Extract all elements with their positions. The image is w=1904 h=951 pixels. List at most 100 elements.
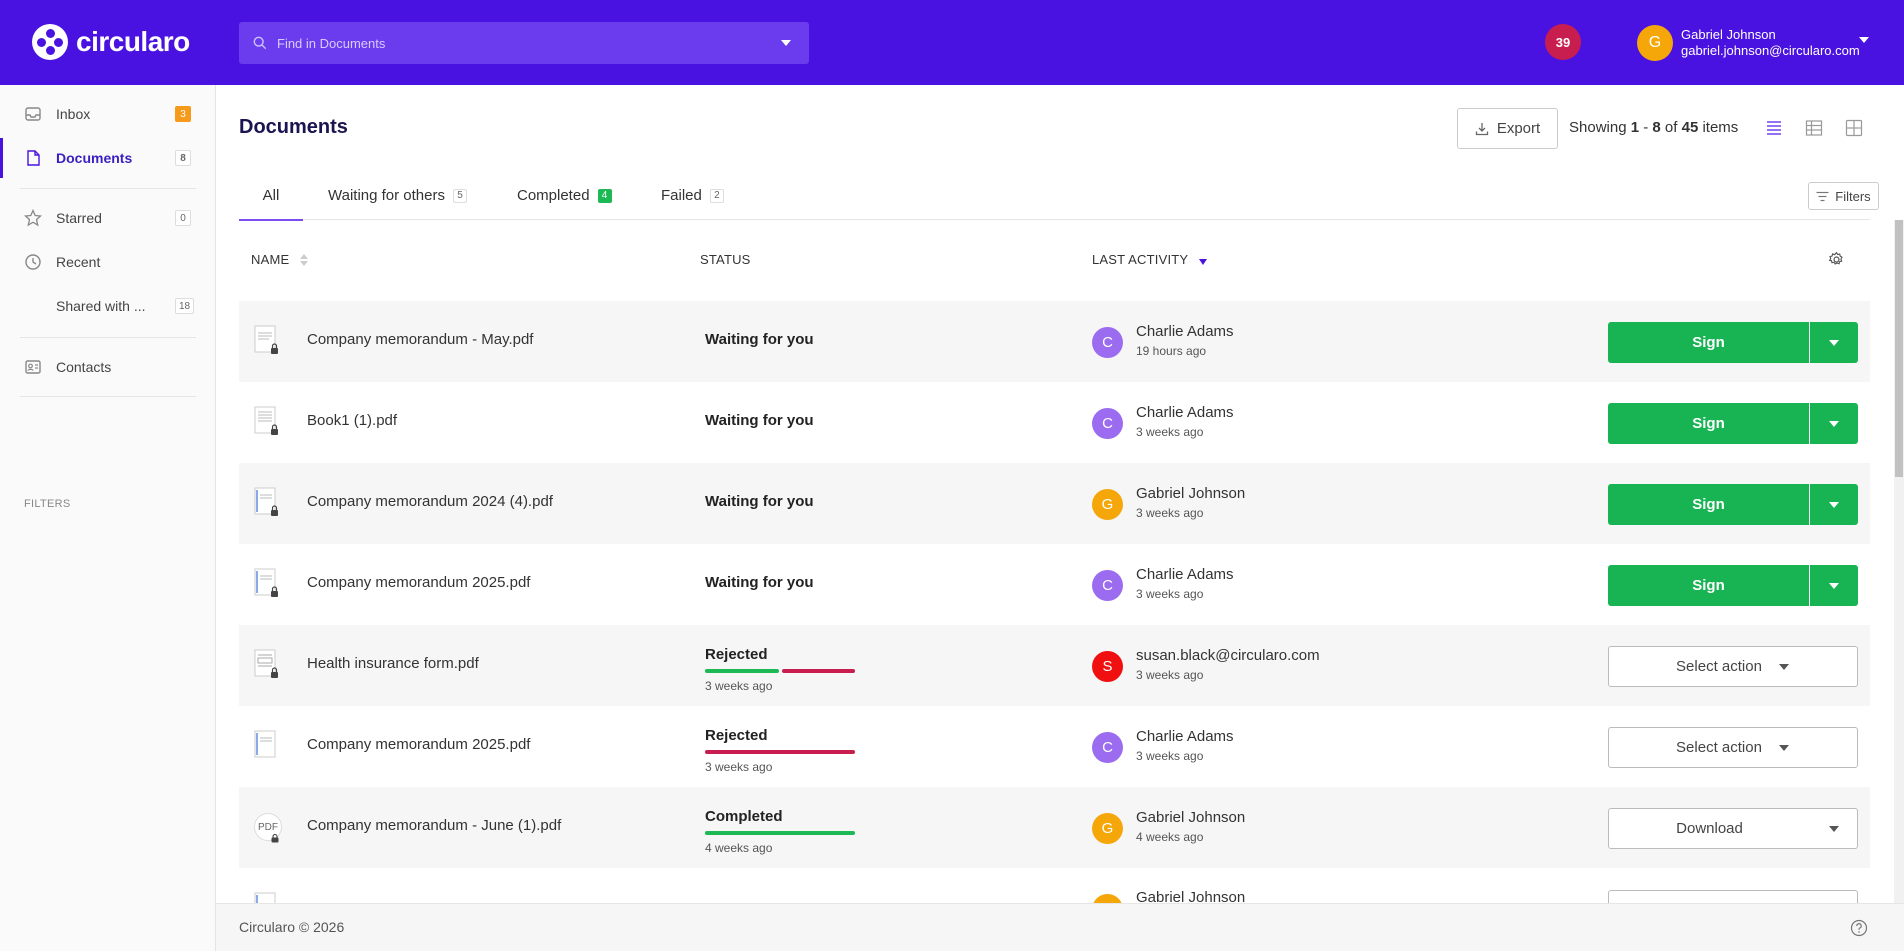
tab-all[interactable]: All [239,172,303,221]
caret-down-icon [1778,663,1789,670]
sign-options-button[interactable] [1810,484,1858,525]
activity-user: Charlie Adams [1136,728,1234,745]
sidebar-item-label: Inbox [56,106,91,122]
avatar: C [1092,408,1123,439]
status-text: Waiting for you [705,574,814,591]
logo[interactable]: circularo [32,24,190,60]
avatar: C [1092,570,1123,601]
search-bar [239,22,809,64]
sidebar-item-shared[interactable]: Shared with ... 18 [0,286,215,326]
activity-user: Charlie Adams [1136,323,1234,340]
help-icon[interactable] [1850,919,1868,937]
tab-completed[interactable]: Completed 4 [517,172,612,219]
list-view-icon[interactable] [1764,118,1784,138]
file-name[interactable]: Company memorandum - May.pdf [307,331,534,348]
tab-waiting-for-others[interactable]: Waiting for others 5 [328,172,467,219]
activity-time: 3 weeks ago [1136,506,1204,520]
sidebar-item-label: Contacts [56,359,112,375]
activity-time: 3 weeks ago [1136,668,1204,682]
search-icon [253,36,267,50]
tab-label: All [262,187,280,204]
signing-progress-bar [705,831,855,835]
file-name[interactable]: Company memorandum 2025.pdf [307,574,531,591]
file-name[interactable]: Book1 (1).pdf [307,412,398,429]
documents-count-badge: 8 [175,150,191,166]
download-options-button[interactable] [1810,808,1858,849]
caret-down-icon [1829,339,1839,346]
select-action-button[interactable]: Select action [1608,727,1858,768]
user-menu[interactable]: Gabriel Johnson gabriel.johnson@circular… [1681,27,1860,59]
sidebar-item-contacts[interactable]: Contacts [0,347,215,387]
activity-user: Gabriel Johnson [1136,889,1246,903]
activity-user: Gabriel Johnson [1136,485,1246,502]
table-row[interactable]: Company memorandum - May.pdf Waiting for… [239,301,1870,382]
search-options-button[interactable] [763,22,809,64]
sidebar-item-starred[interactable]: Starred 0 [0,198,215,238]
table-view-icon[interactable] [1804,118,1824,138]
shared-count-badge: 18 [175,298,195,314]
notification-badge[interactable]: 39 [1545,24,1581,60]
table-row[interactable]: Company memorandum 2024 (4).pdf Waiting … [239,463,1870,544]
tab-label: Waiting for others [328,187,445,204]
column-header-last-activity[interactable]: LAST ACTIVITY [1092,252,1208,267]
avatar [1092,894,1123,903]
sign-options-button[interactable] [1810,565,1858,606]
activity-user: susan.black@circularo.com [1136,647,1320,664]
file-name[interactable]: Company memorandum - June (1).pdf [307,817,562,834]
grid-view-icon[interactable] [1844,118,1864,138]
sign-options-button[interactable] [1810,322,1858,363]
scrollbar[interactable] [1894,220,1904,903]
row-action-button[interactable] [1608,890,1858,903]
caret-down-icon [1828,825,1839,832]
export-button[interactable]: Export [1457,108,1558,149]
table-row[interactable]: Company memorandum 2025.pdf Rejected 3 w… [239,706,1870,787]
sidebar-divider [20,188,196,189]
sidebar-item-label: Recent [56,254,101,270]
file-name[interactable]: Company memorandum 2025.pdf [307,736,531,753]
sort-icon [300,253,309,266]
sign-button[interactable]: Sign [1608,565,1809,606]
sidebar-item-inbox[interactable]: Inbox 3 [0,94,215,134]
logo-text: circularo [76,26,190,57]
filters-label: Filters [1835,188,1871,204]
user-avatar[interactable]: G [1637,25,1673,61]
tab-count-badge: 2 [709,188,724,203]
sign-button[interactable]: Sign [1608,322,1809,363]
file-thumbnail-icon [254,649,278,678]
column-header-status[interactable]: STATUS [700,252,751,267]
download-button[interactable]: Download [1608,808,1811,849]
tab-failed[interactable]: Failed 2 [661,172,724,219]
column-header-name[interactable]: NAME [251,252,309,267]
sidebar-item-label: Shared with ... [56,298,146,314]
status-tabs: All Waiting for others 5 Completed 4 Faile… [239,172,1870,221]
table-row[interactable]: Company memorandum 2025.pdf Waiting for … [239,544,1870,625]
table-row[interactable]: Health insurance form.pdf Rejected 3 wee… [239,625,1870,706]
status-time: 3 weeks ago [705,760,773,774]
sidebar-item-recent[interactable]: Recent [0,242,215,282]
scrollbar-thumb[interactable] [1895,220,1903,477]
status-text: Waiting for you [705,412,814,429]
sign-button[interactable]: Sign [1608,484,1809,525]
file-thumbnail-icon [254,325,278,354]
table-row[interactable]: Gabriel Johnson [239,868,1870,903]
user-menu-caret-icon[interactable] [1858,36,1870,44]
activity-user: Charlie Adams [1136,404,1234,421]
file-name[interactable]: Company memorandum 2024 (4).pdf [307,493,553,510]
tab-label: Completed [517,187,590,204]
avatar: S [1092,651,1123,682]
pagination-summary: Showing 1 - 8 of 45 items [1569,119,1739,136]
sidebar-divider [20,396,196,397]
search-input[interactable] [277,35,757,51]
table-row[interactable]: Book1 (1).pdf Waiting for you C Charlie … [239,382,1870,463]
filters-button[interactable]: Filters [1808,182,1879,210]
select-action-button[interactable]: Select action [1608,646,1858,687]
sign-button[interactable]: Sign [1608,403,1809,444]
file-thumbnail-icon [254,730,276,758]
sign-options-button[interactable] [1810,403,1858,444]
tab-label: Failed [661,187,702,204]
file-name[interactable]: Health insurance form.pdf [307,655,479,672]
avatar: C [1092,327,1123,358]
table-row[interactable]: PDF Company memorandum - June (1).pdf Co… [239,787,1870,868]
sidebar-item-documents[interactable]: Documents 8 [0,138,215,178]
gear-icon[interactable] [1828,251,1845,268]
